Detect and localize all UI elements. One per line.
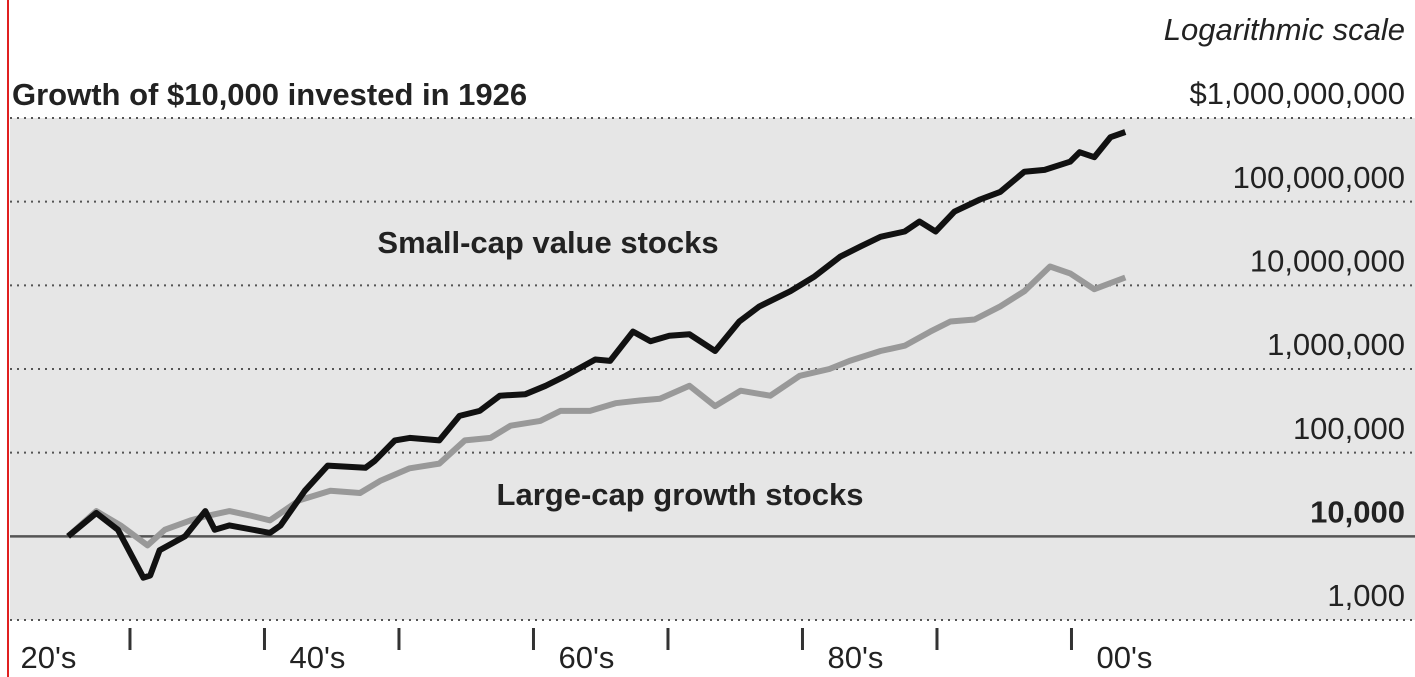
x-tick-label: 80's (827, 640, 883, 675)
y-tick-label: 10,000 (1310, 495, 1405, 530)
y-tick-label: 10,000,000 (1250, 244, 1405, 279)
series-line (66, 263, 1127, 549)
chart-title: Growth of $10,000 invested in 1926 (12, 77, 527, 112)
y-tick-label: 1,000,000 (1267, 327, 1405, 362)
x-tick-label: 20's (20, 640, 76, 675)
y-tick-label: 100,000,000 (1233, 160, 1405, 195)
x-tick-label: 60's (558, 640, 614, 675)
series-label: Large-cap growth stocks (497, 477, 864, 512)
x-tick-label: 00's (1096, 640, 1152, 675)
y-tick-label: 1,000 (1327, 578, 1405, 613)
series-line (66, 129, 1127, 581)
series-label: Small-cap value stocks (377, 225, 718, 260)
x-tick-label: 40's (289, 640, 345, 675)
y-tick-label: 100,000 (1293, 411, 1405, 446)
y-tick-label: $1,000,000,000 (1190, 76, 1406, 111)
scale-note: Logarithmic scale (1164, 12, 1405, 47)
